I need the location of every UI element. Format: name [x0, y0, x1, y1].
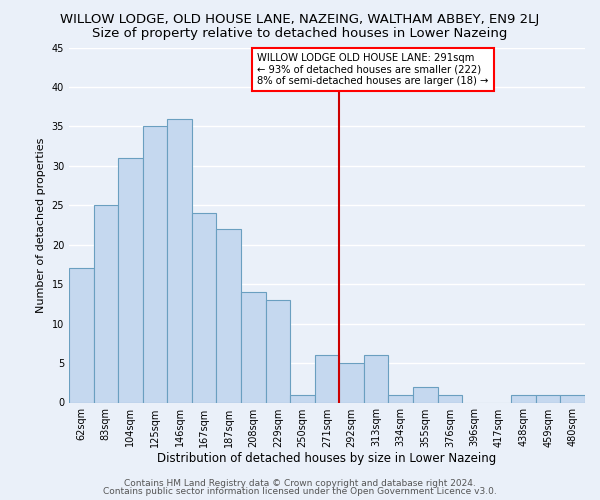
Bar [217, 229, 241, 402]
Text: Contains HM Land Registry data © Crown copyright and database right 2024.: Contains HM Land Registry data © Crown c… [124, 478, 476, 488]
Bar [511, 394, 536, 402]
Y-axis label: Number of detached properties: Number of detached properties [36, 138, 46, 312]
Bar [290, 394, 315, 402]
Bar [339, 363, 364, 403]
Bar [560, 394, 585, 402]
Bar [413, 386, 437, 402]
X-axis label: Distribution of detached houses by size in Lower Nazeing: Distribution of detached houses by size … [157, 452, 497, 466]
Bar [266, 300, 290, 402]
Bar [364, 355, 388, 403]
Bar [437, 394, 462, 402]
Bar [118, 158, 143, 402]
Text: WILLOW LODGE OLD HOUSE LANE: 291sqm
← 93% of detached houses are smaller (222)
8: WILLOW LODGE OLD HOUSE LANE: 291sqm ← 93… [257, 53, 489, 86]
Bar [69, 268, 94, 402]
Text: WILLOW LODGE, OLD HOUSE LANE, NAZEING, WALTHAM ABBEY, EN9 2LJ: WILLOW LODGE, OLD HOUSE LANE, NAZEING, W… [61, 12, 539, 26]
Bar [167, 118, 192, 403]
Bar [143, 126, 167, 402]
Bar [94, 206, 118, 402]
Bar [315, 355, 339, 403]
Bar [536, 394, 560, 402]
Text: Size of property relative to detached houses in Lower Nazeing: Size of property relative to detached ho… [92, 28, 508, 40]
Bar [192, 213, 217, 402]
Bar [388, 394, 413, 402]
Text: Contains public sector information licensed under the Open Government Licence v3: Contains public sector information licen… [103, 487, 497, 496]
Bar [241, 292, 266, 403]
